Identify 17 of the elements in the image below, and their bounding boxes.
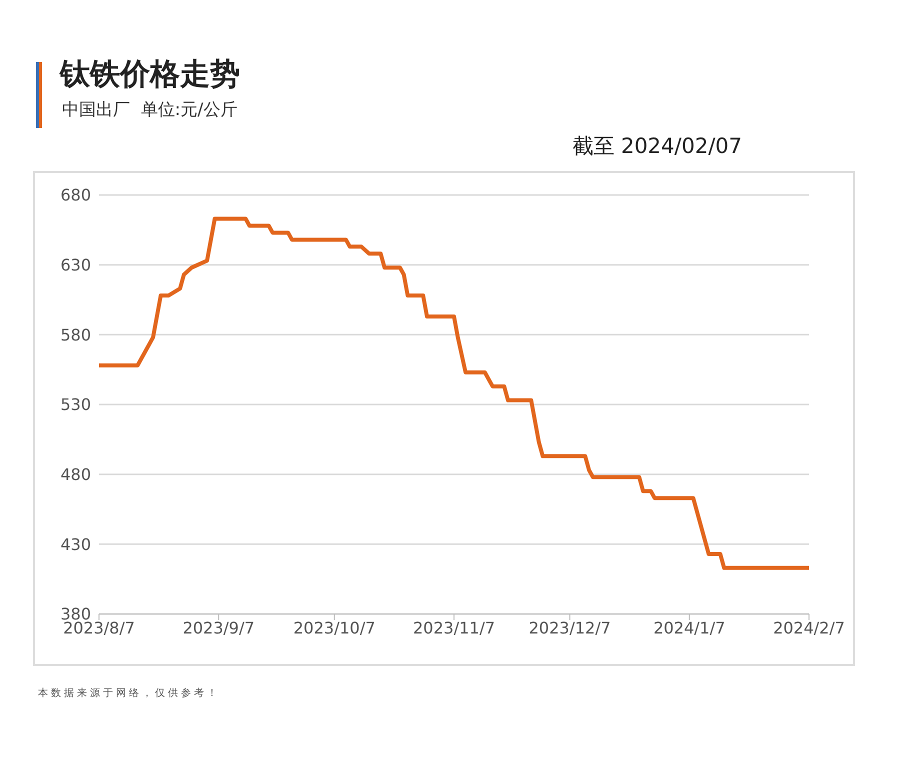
x-tick-label: 2023/10/7 xyxy=(293,618,376,638)
text: 截至 2024/02/07 xyxy=(572,133,742,160)
x-tick-label: 2023/12/7 xyxy=(528,618,611,638)
chart-subtitle: 中国出厂 单位:元/公斤 xyxy=(62,99,238,121)
y-tick-label: 430 xyxy=(60,534,91,554)
x-tick-label: 2024/2/7 xyxy=(773,618,845,638)
y-tick-label: 580 xyxy=(60,325,91,344)
text: 本数据来源于网络，仅供参考！ xyxy=(38,686,220,700)
y-tick-label: 630 xyxy=(60,256,91,275)
line-series xyxy=(99,216,809,570)
chart-title: 钛铁价格走势 xyxy=(60,56,240,94)
x-tick-label: 2023/9/7 xyxy=(182,618,255,638)
x-tick-label: 2024/1/7 xyxy=(653,618,726,638)
y-tick-label: 680 xyxy=(60,186,91,205)
y-tick-label: 530 xyxy=(60,395,91,414)
x-tick-label: 2023/11/7 xyxy=(412,618,496,638)
y-tick-label: 480 xyxy=(60,465,91,484)
